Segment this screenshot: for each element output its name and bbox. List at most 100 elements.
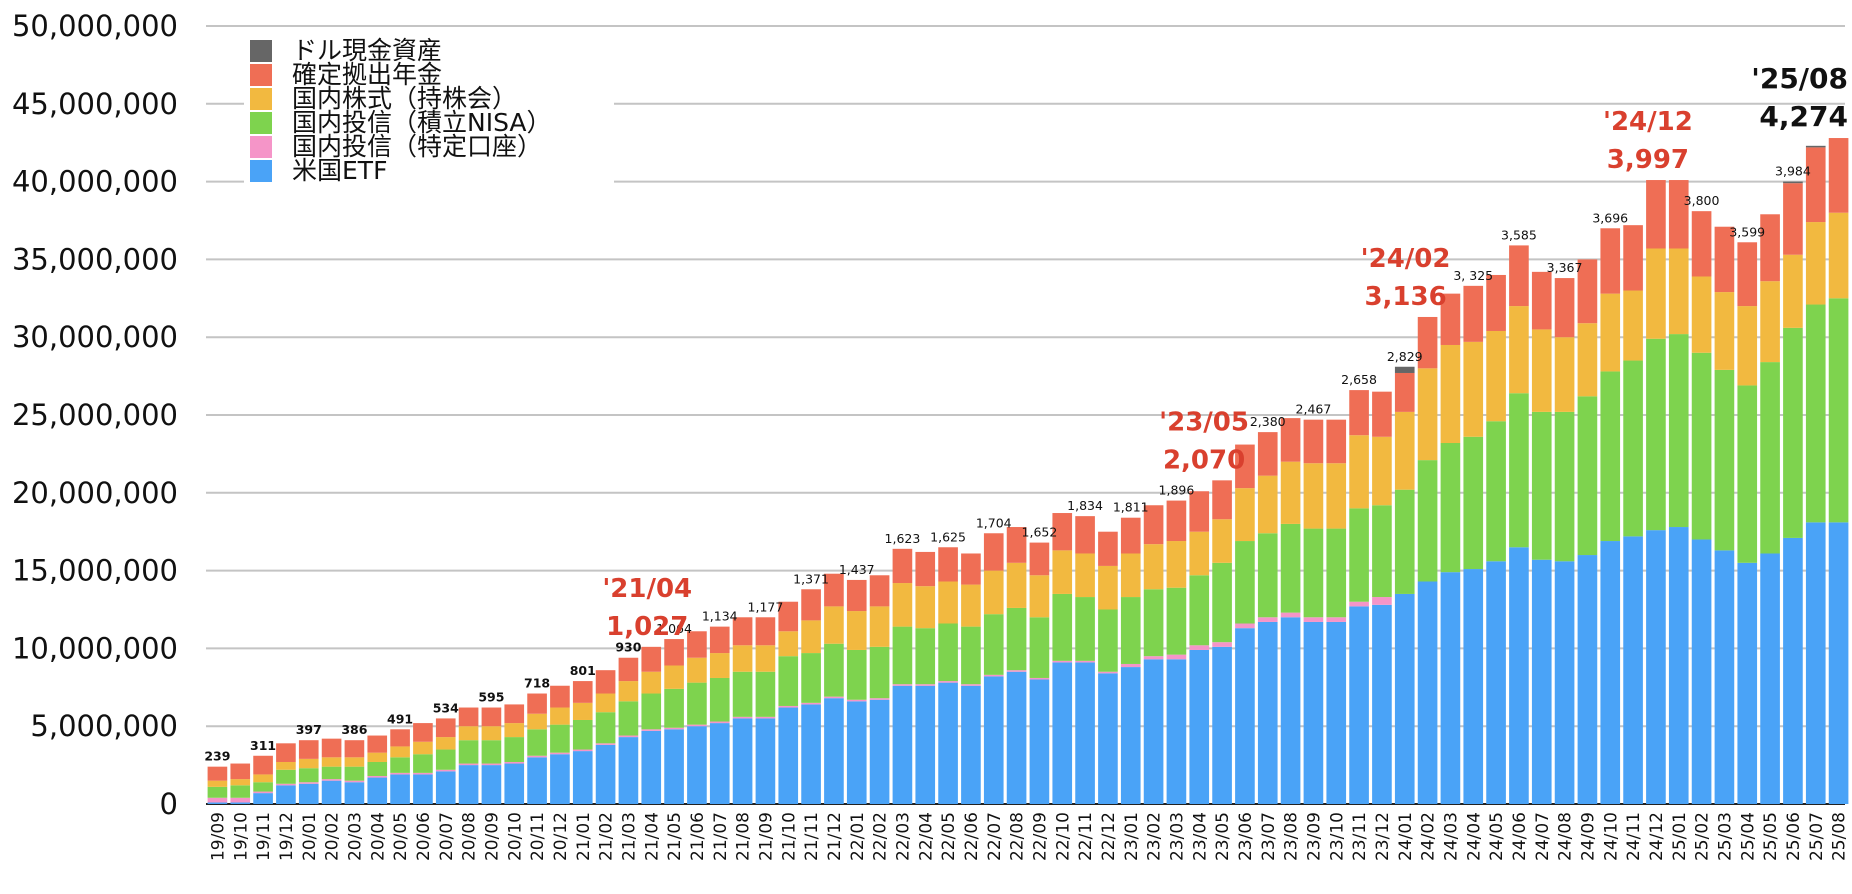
bar-segment-jp-fund-nisa — [435, 749, 456, 770]
bar-segment-jp-fund-nisa — [390, 757, 410, 773]
bar-segment-jp-stock-espp — [1372, 436, 1392, 506]
x-tick-label: 22/11 — [1076, 812, 1096, 861]
bar-segment-dc-pension — [1668, 180, 1689, 249]
bar-segment-jp-stock-espp — [458, 726, 479, 741]
bar-segment-us-etf — [1760, 553, 1780, 804]
total-label: 595 — [478, 690, 504, 705]
bar-segment-jp-fund-tokutei — [709, 721, 730, 724]
bar-segment-us-etf — [1600, 541, 1621, 804]
bar-segment-us-etf — [1303, 621, 1324, 804]
bar-segment-us-etf — [1212, 646, 1232, 804]
bar-segment-jp-stock-espp — [1098, 565, 1118, 610]
x-tick-label: 21/03 — [619, 812, 639, 861]
bar-segment-dc-pension — [1280, 418, 1301, 462]
x-tick-label: 25/01 — [1670, 812, 1690, 861]
bar-segment-us-etf — [230, 802, 251, 804]
bar-segment-us-etf — [1509, 547, 1529, 804]
bar-segment-jp-stock-espp — [664, 665, 684, 689]
annotation-period: '25/08 — [1751, 62, 1848, 95]
bar-segment-jp-stock-espp — [1349, 435, 1369, 509]
bar-segment-jp-fund-nisa — [1668, 334, 1689, 528]
bar-segment-jp-stock-espp — [1029, 575, 1050, 618]
bar-segment-dc-pension — [1235, 444, 1255, 489]
bar-segment-jp-stock-espp — [1646, 248, 1666, 339]
legend: ドル現金資産確定拠出年金国内株式（持株会）国内投信（積立NISA）国内投信（特定… — [244, 34, 614, 186]
x-tick-label: 23/05 — [1213, 812, 1233, 861]
annotation-value: 4,274 — [1759, 100, 1848, 133]
x-tick-label: 19/11 — [254, 812, 274, 861]
total-label: 1,834 — [1067, 498, 1103, 513]
bar-segment-jp-fund-tokutei — [207, 797, 228, 803]
bar-segment-jp-stock-espp — [527, 713, 547, 730]
x-tick-label: 23/09 — [1304, 812, 1324, 861]
bar-segment-jp-stock-espp — [367, 752, 388, 762]
bar-segment-jp-stock-espp — [1235, 488, 1255, 542]
bar-segment-dc-pension — [390, 729, 410, 747]
bar-segment-jp-fund-tokutei — [1006, 670, 1027, 672]
total-label: 397 — [296, 722, 322, 737]
bar-segment-us-etf — [778, 707, 799, 804]
bar-segment-jp-stock-espp — [983, 570, 1004, 615]
y-tick-label: 15,000,000 — [12, 554, 178, 588]
bar-segment-jp-stock-espp — [253, 774, 273, 783]
x-tick-label: 21/04 — [642, 812, 662, 861]
bar-segment-jp-fund-nisa — [1600, 371, 1621, 542]
x-tick-label: 22/03 — [893, 812, 913, 861]
x-tick-label: 20/11 — [528, 812, 548, 861]
total-label: 1,623 — [885, 531, 921, 546]
bar-segment-us-etf — [1646, 530, 1666, 804]
legend-swatch-us-etf — [250, 160, 272, 182]
bar-segment-jp-fund-nisa — [1075, 597, 1095, 661]
bar-segment-jp-stock-espp — [824, 606, 844, 644]
bar-segment-us-etf — [550, 754, 570, 804]
x-tick-label: 23/11 — [1350, 812, 1370, 861]
x-tick-label: 25/03 — [1715, 812, 1735, 861]
total-label: 3,800 — [1684, 193, 1720, 208]
bar-segment-us-etf — [1349, 606, 1369, 804]
bar-segment-dc-pension — [1531, 271, 1552, 330]
legend-swatch-jp-fund-nisa — [250, 112, 272, 134]
annotation-period: '21/04 — [602, 574, 692, 604]
bar-segment-us-etf — [1828, 522, 1849, 804]
bar-segment-us-etf — [481, 765, 502, 804]
y-tick-label: 10,000,000 — [12, 631, 178, 665]
total-label: 930 — [615, 640, 641, 655]
bar-segment-jp-stock-espp — [1577, 323, 1598, 397]
bar-segment-jp-fund-tokutei — [618, 735, 639, 738]
bar-segment-jp-stock-espp — [801, 620, 821, 654]
bar-segment-jp-fund-tokutei — [1029, 677, 1050, 680]
bar-segment-dc-pension — [298, 740, 319, 759]
y-tick-label: 30,000,000 — [12, 320, 178, 354]
bar-segment-jp-fund-nisa — [595, 712, 616, 744]
total-label: 1,064 — [656, 621, 692, 636]
gridlines — [206, 25, 1845, 805]
bar-segment-dc-pension — [1623, 225, 1643, 291]
bar-segment-jp-stock-espp — [938, 581, 958, 624]
bar-segment-jp-fund-nisa — [1257, 533, 1278, 618]
x-tick-label: 21/02 — [597, 812, 617, 861]
bar-segment-dc-pension — [778, 601, 799, 632]
bar-segment-jp-fund-tokutei — [276, 783, 296, 786]
bar-segment-jp-fund-nisa — [1417, 460, 1438, 582]
bar-segment-jp-fund-nisa — [1349, 508, 1369, 602]
bar-segment-us-etf — [1714, 550, 1735, 804]
x-tick-label: 22/12 — [1099, 812, 1119, 861]
total-label: 491 — [387, 711, 413, 726]
bar-segment-jp-stock-espp — [435, 737, 456, 750]
bar-segment-jp-fund-nisa — [321, 766, 342, 780]
total-label: 3,585 — [1501, 227, 1537, 242]
x-tick-label: 20/10 — [505, 812, 525, 861]
annotation-value: 3,136 — [1364, 282, 1446, 312]
bar-segment-jp-fund-nisa — [1714, 369, 1735, 551]
bar-segment-jp-fund-nisa — [1280, 523, 1301, 613]
bar-segment-jp-stock-espp — [1691, 276, 1712, 353]
total-label: 801 — [570, 663, 596, 678]
x-tick-label: 24/05 — [1487, 812, 1507, 861]
bar-segment-dc-pension — [1029, 542, 1050, 576]
bar-segment-us-etf — [1783, 537, 1803, 804]
bar-segment-cash-usd — [1805, 145, 1826, 148]
bar-segment-dc-pension — [207, 766, 228, 781]
bar-segment-jp-fund-tokutei — [1257, 617, 1278, 622]
bar-segment-dc-pension — [1486, 274, 1506, 331]
x-tick-label: 25/06 — [1784, 812, 1804, 861]
